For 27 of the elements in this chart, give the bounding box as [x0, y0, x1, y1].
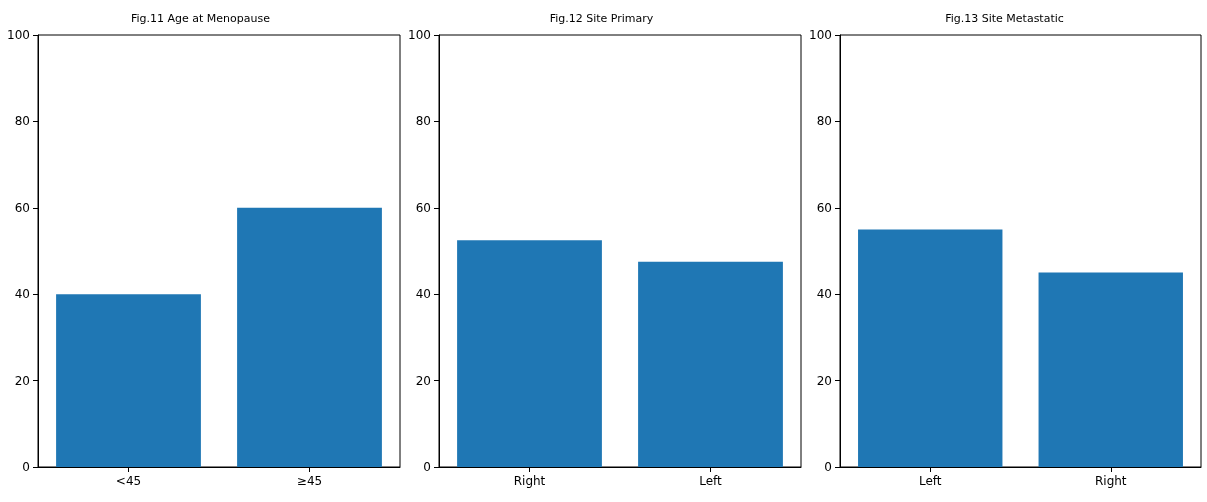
x-tick-label: Left	[699, 474, 723, 488]
x-tick-label: ≥45	[296, 474, 323, 488]
chart-title: Fig.11 Age at Menopause	[130, 12, 271, 25]
y-tick-label: 40	[816, 287, 832, 302]
x-tick-label: Left	[918, 474, 942, 488]
y-tick-label: 80	[415, 114, 431, 129]
chart-title: Fig.12 Site Primary	[549, 12, 654, 25]
y-tick-label: 20	[415, 373, 431, 388]
y-tick-label: 80	[816, 114, 832, 129]
y-tick-label: 60	[816, 200, 832, 215]
y-tick-label: 20	[816, 373, 832, 388]
y-tick-label: 0	[423, 460, 431, 474]
y-tick-label: 40	[415, 287, 431, 302]
x-tick-label: Right	[513, 474, 546, 488]
x-tick-label: Right	[1094, 474, 1127, 488]
y-tick-label: 60	[14, 200, 30, 215]
chart-title: Fig.13 Site Metastatic	[945, 12, 1064, 25]
y-tick-label: 80	[14, 114, 30, 129]
y-tick-label: 0	[824, 460, 832, 474]
x-tick-label: <45	[115, 474, 142, 488]
y-tick-label: 0	[22, 460, 30, 474]
y-tick-label: 100	[809, 28, 832, 42]
y-tick-label: 100	[7, 28, 30, 42]
y-tick-label: 100	[408, 28, 431, 42]
y-tick-label: 40	[14, 287, 30, 302]
y-tick-label: 20	[14, 373, 30, 388]
y-tick-label: 60	[415, 200, 431, 215]
